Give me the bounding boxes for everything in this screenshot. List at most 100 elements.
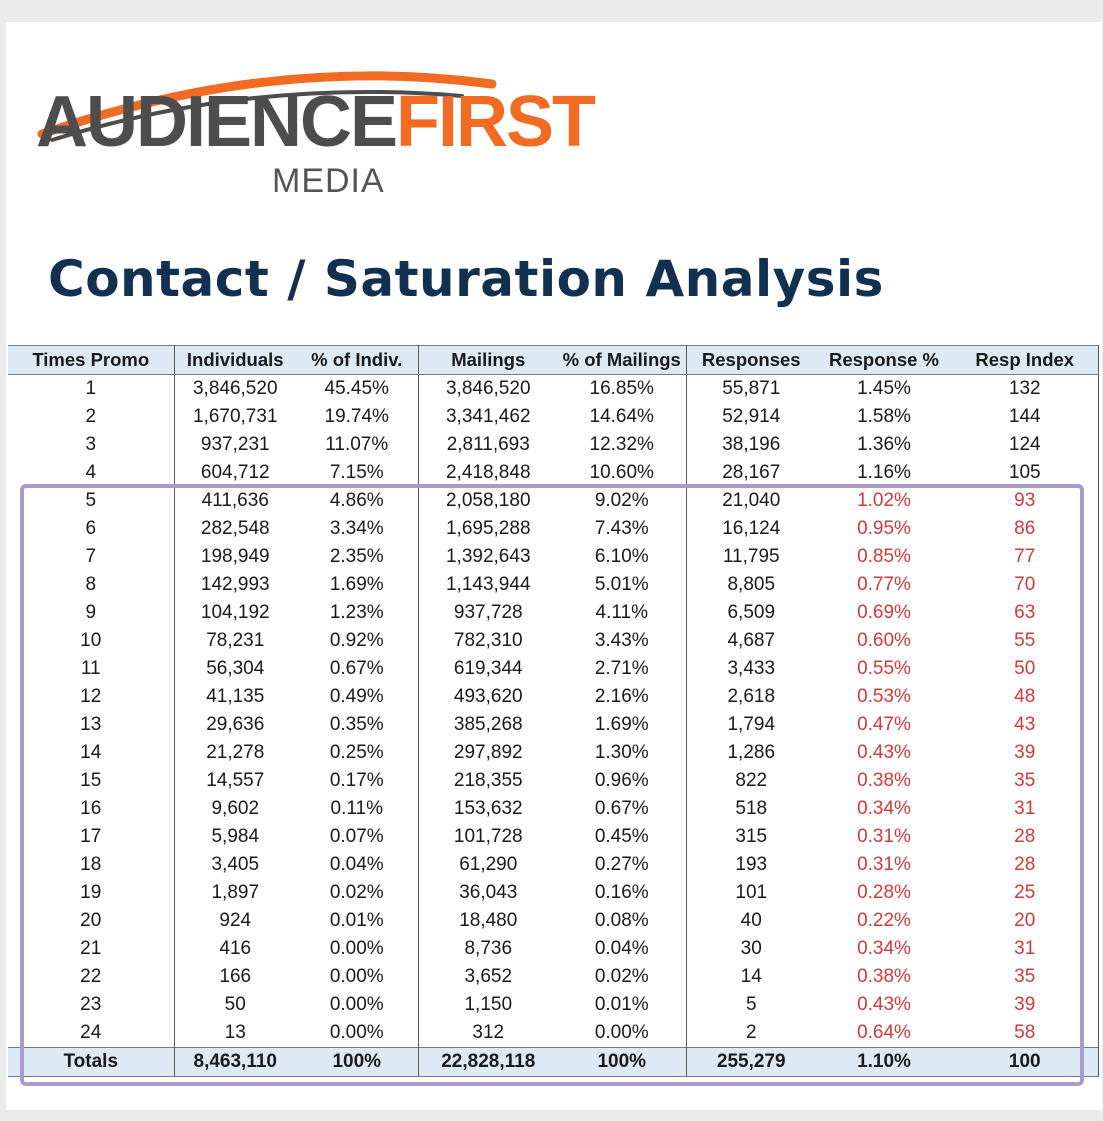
cell-pct-indiv: 0.00% <box>296 935 419 963</box>
table-row: 22 166 0.00% 3,652 0.02% 14 0.38% 35 <box>8 963 1099 991</box>
cell-responses: 2,618 <box>727 686 776 707</box>
table-row: 5 411,636 4.86% 2,058,180 9.02% 21,040 1.02% 93 <box>8 487 1099 515</box>
cell-resp-index: 48 <box>952 683 1099 711</box>
cell-pct-mailings: 2.71% <box>558 655 687 683</box>
table-body: 1 3,846,520 45.45% 3,846,520 16.85% 55,871 1.4… <box>8 374 1099 1048</box>
cell-resp-index: 20 <box>952 907 1099 935</box>
cell-pct-mailings: 0.02% <box>558 963 687 991</box>
slide: AUDIENCEFIRST MEDIA Contact / Saturation… <box>6 22 1102 1110</box>
cell-pct-mailings: 16.85% <box>558 374 687 403</box>
table-row: 6 282,548 3.34% 1,695,288 7.43% 16,124 0.95% 86 <box>8 515 1099 543</box>
col-header-mailings: Mailings <box>418 345 558 375</box>
cell-mailings: 619,344 <box>453 658 523 679</box>
table-row: 8 142,993 1.69% 1,143,944 5.01% 8,805 0.77% 70 <box>8 571 1099 599</box>
col-header-responses: Responses <box>686 345 816 375</box>
totals-pct-mailings: 100% <box>558 1047 687 1077</box>
cell-pct-mailings: 0.08% <box>558 907 687 935</box>
cell-pct-mailings: 9.02% <box>558 487 687 515</box>
cell-pct-indiv: 11.07% <box>296 431 419 459</box>
cell-pct-mailings: 6.10% <box>558 543 687 571</box>
cell-pct-indiv: 0.02% <box>296 879 419 907</box>
cell-response-pct: 1.36% <box>857 434 911 455</box>
cell-individuals: 604,712 <box>200 462 270 483</box>
cell-pct-mailings: 0.27% <box>558 851 687 879</box>
cell-pct-mailings: 7.43% <box>558 515 687 543</box>
cell-resp-index: 144 <box>952 403 1099 431</box>
cell-responses: 40 <box>740 910 762 931</box>
cell-times-promo: 3 <box>8 431 175 459</box>
cell-individuals: 3,405 <box>211 854 260 875</box>
col-header-pct-mailings: % of Mailings <box>558 345 687 375</box>
table-row: 13 29,636 0.35% 385,268 1.69% 1,794 0.47% 43 <box>8 711 1099 739</box>
cell-pct-indiv: 0.04% <box>296 851 419 879</box>
totals-resp-index: 100 <box>952 1047 1099 1077</box>
cell-pct-indiv: 0.49% <box>296 683 419 711</box>
cell-mailings: 493,620 <box>453 686 523 707</box>
cell-individuals: 104,192 <box>200 602 270 623</box>
cell-resp-index: 39 <box>952 991 1099 1019</box>
cell-times-promo: 14 <box>8 739 175 767</box>
table-row: 9 104,192 1.23% 937,728 4.11% 6,509 0.69% 63 <box>8 599 1099 627</box>
cell-mailings: 61,290 <box>459 854 518 875</box>
cell-mailings: 8,736 <box>464 938 513 959</box>
cell-responses: 30 <box>740 938 762 959</box>
cell-response-pct: 0.31% <box>857 854 911 875</box>
cell-resp-index: 39 <box>952 739 1099 767</box>
cell-pct-mailings: 2.16% <box>558 683 687 711</box>
table-row: 14 21,278 0.25% 297,892 1.30% 1,286 0.43% 39 <box>8 739 1099 767</box>
table-row: 12 41,135 0.49% 493,620 2.16% 2,618 0.53% 48 <box>8 683 1099 711</box>
cell-resp-index: 50 <box>952 655 1099 683</box>
table-row: 1 3,846,520 45.45% 3,846,520 16.85% 55,871 1.4… <box>8 374 1099 403</box>
cell-pct-mailings: 12.32% <box>558 431 687 459</box>
cell-response-pct: 0.38% <box>857 770 911 791</box>
cell-individuals: 1,670,731 <box>192 406 278 427</box>
cell-pct-mailings: 0.96% <box>558 767 687 795</box>
cell-individuals: 13 <box>224 1022 246 1043</box>
cell-resp-index: 35 <box>952 767 1099 795</box>
cell-response-pct: 0.69% <box>857 602 911 623</box>
cell-resp-index: 105 <box>952 459 1099 487</box>
cell-response-pct: 0.53% <box>857 686 911 707</box>
totals-label: Totals <box>8 1047 175 1077</box>
cell-pct-indiv: 0.11% <box>296 795 419 823</box>
cell-mailings: 18,480 <box>459 910 518 931</box>
cell-resp-index: 77 <box>952 543 1099 571</box>
cell-times-promo: 10 <box>8 627 175 655</box>
table-row: 20 924 0.01% 18,480 0.08% 40 0.22% 20 <box>8 907 1099 935</box>
cell-response-pct: 0.60% <box>857 630 911 651</box>
cell-mailings: 36,043 <box>459 882 518 903</box>
cell-pct-indiv: 0.92% <box>296 627 419 655</box>
cell-mailings: 937,728 <box>453 602 523 623</box>
cell-resp-index: 93 <box>952 487 1099 515</box>
cell-pct-indiv: 7.15% <box>296 459 419 487</box>
cell-responses: 28,167 <box>722 462 781 483</box>
cell-mailings: 3,341,462 <box>445 406 531 427</box>
col-header-response-pct: Response % <box>816 345 952 375</box>
logo-media-text: MEDIA <box>272 162 385 200</box>
cell-times-promo: 6 <box>8 515 175 543</box>
cell-responses: 14 <box>740 966 762 987</box>
cell-responses: 1,794 <box>727 714 776 735</box>
cell-times-promo: 12 <box>8 683 175 711</box>
cell-responses: 16,124 <box>722 518 781 539</box>
cell-pct-indiv: 0.17% <box>296 767 419 795</box>
table-row: 11 56,304 0.67% 619,344 2.71% 3,433 0.55% 50 <box>8 655 1099 683</box>
cell-times-promo: 21 <box>8 935 175 963</box>
col-header-pct-indiv: % of Indiv. <box>296 345 419 375</box>
cell-resp-index: 28 <box>952 823 1099 851</box>
cell-individuals: 41,135 <box>206 686 265 707</box>
cell-individuals: 21,278 <box>206 742 265 763</box>
cell-mailings: 3,652 <box>464 966 513 987</box>
cell-individuals: 50 <box>224 994 246 1015</box>
table-row: 21 416 0.00% 8,736 0.04% 30 0.34% 31 <box>8 935 1099 963</box>
cell-pct-mailings: 4.11% <box>558 599 687 627</box>
table-row: 15 14,557 0.17% 218,355 0.96% 822 0.38% 35 <box>8 767 1099 795</box>
cell-mailings: 153,632 <box>453 798 523 819</box>
totals-responses: 255,279 <box>686 1047 816 1077</box>
cell-mailings: 2,418,848 <box>445 462 531 483</box>
cell-pct-mailings: 0.04% <box>558 935 687 963</box>
cell-individuals: 14,557 <box>206 770 265 791</box>
cell-individuals: 416 <box>219 938 252 959</box>
cell-responses: 1,286 <box>727 742 776 763</box>
cell-pct-mailings: 5.01% <box>558 571 687 599</box>
